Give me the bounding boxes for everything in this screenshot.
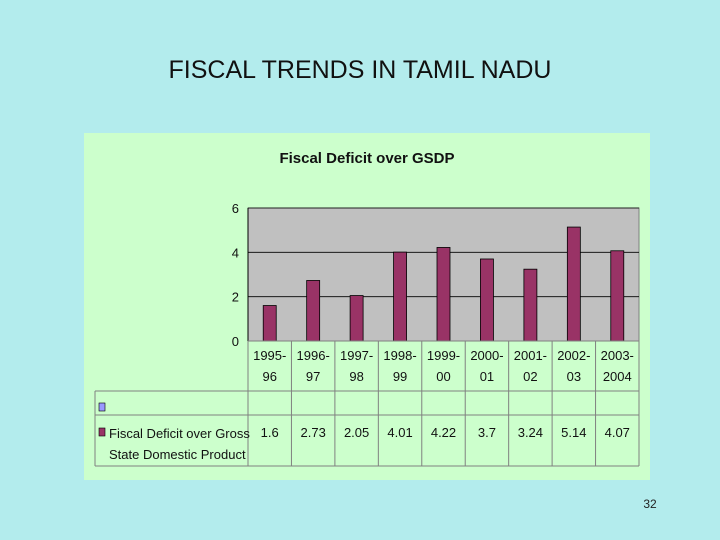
- legend-key: [98, 427, 106, 437]
- x-tick-label: 99: [393, 369, 407, 384]
- slide-title: FISCAL TRENDS IN TAMIL NADU: [168, 56, 552, 84]
- data-label: 4.01: [387, 425, 412, 440]
- y-tick-label: 4: [232, 245, 239, 260]
- bar: [566, 226, 581, 342]
- page-number: 32: [643, 497, 657, 511]
- chart-svg: Fiscal Deficit over GSDP 02461995-961996…: [94, 150, 640, 467]
- bar: [393, 251, 407, 342]
- bar: [262, 305, 277, 342]
- x-tick-label: 00: [436, 369, 450, 384]
- x-tick-label: 2001-: [514, 348, 547, 363]
- x-tick-label: 01: [480, 369, 494, 384]
- bar: [436, 247, 451, 342]
- data-label: 1.6: [261, 425, 279, 440]
- chart-title: Fiscal Deficit over GSDP: [279, 150, 454, 167]
- data-label: 4.22: [431, 425, 456, 440]
- bar: [306, 280, 321, 342]
- bar: [610, 250, 625, 342]
- x-tick-label: 97: [306, 369, 320, 384]
- bar: [349, 295, 364, 342]
- data-label: 2.73: [301, 425, 326, 440]
- x-tick-label: 2000-: [470, 348, 503, 363]
- x-tick-label: 96: [262, 369, 276, 384]
- legend-label: Fiscal Deficit over Gross: [109, 426, 250, 441]
- data-label: 3.24: [518, 425, 543, 440]
- y-tick-label: 0: [232, 334, 239, 349]
- x-tick-label: 03: [567, 369, 581, 384]
- bar: [480, 258, 494, 342]
- chart-area: Fiscal Deficit over GSDP 0 2 4 6 1995- 96 1996…: [84, 133, 650, 480]
- x-tick-label: 2002-: [557, 348, 590, 363]
- data-label: 4.07: [605, 425, 630, 440]
- x-tick-label: 2004: [603, 369, 632, 384]
- x-tick-label: 1997-: [340, 348, 373, 363]
- x-tick-label: 1999-: [427, 348, 460, 363]
- y-tick-label: 6: [232, 201, 239, 216]
- legend-key-empty-series: [98, 402, 106, 412]
- data-label: 2.05: [344, 425, 369, 440]
- y-tick-label: 2: [232, 290, 239, 305]
- x-tick-label: 1998-: [383, 348, 416, 363]
- x-tick-label: 2003-: [601, 348, 634, 363]
- legend-label: State Domestic Product: [109, 447, 246, 462]
- x-tick-label: 1996-: [297, 348, 330, 363]
- x-tick-label: 02: [523, 369, 537, 384]
- x-tick-label: 98: [349, 369, 363, 384]
- data-label: 5.14: [561, 425, 586, 440]
- bar: [523, 268, 538, 342]
- x-tick-label: 1995-: [253, 348, 286, 363]
- data-label: 3.7: [478, 425, 496, 440]
